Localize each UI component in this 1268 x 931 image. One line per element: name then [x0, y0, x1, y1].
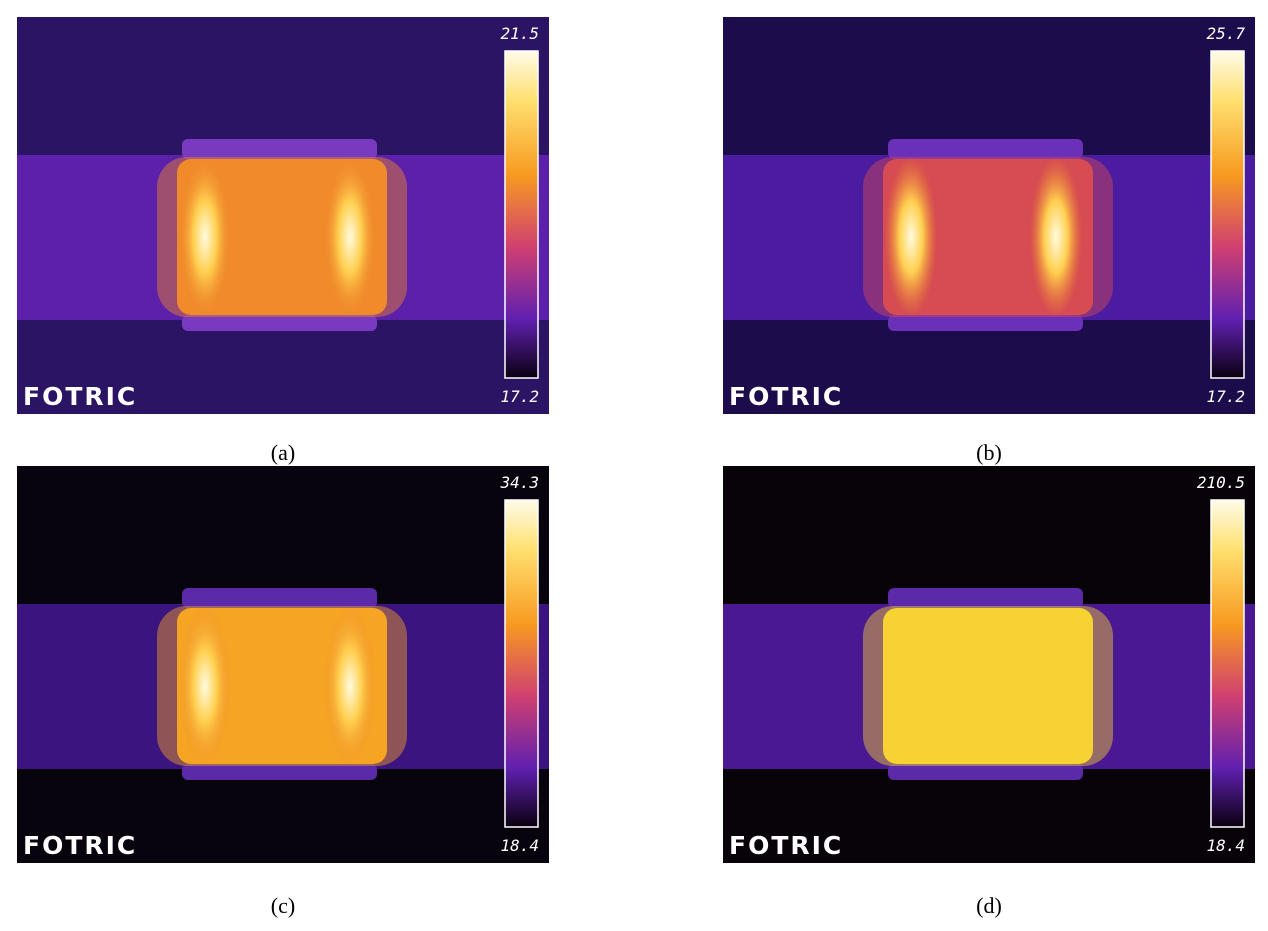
scale-max: 21.5	[500, 24, 539, 43]
scale-min: 18.4	[500, 836, 539, 855]
heated-zone	[883, 608, 1093, 764]
scale-max: 210.5	[1197, 473, 1245, 492]
coil-top	[182, 588, 377, 608]
coil-bottom	[182, 764, 377, 780]
hot-stripe	[324, 606, 376, 766]
panel-caption: (b)	[976, 440, 1002, 465]
hot-stripe	[885, 157, 937, 317]
coil-bottom	[888, 315, 1083, 331]
thermal-panel: 210.5 18.4 FOTRIC	[723, 466, 1255, 863]
hot-stripe	[324, 157, 376, 317]
scale-max: 34.3	[499, 473, 539, 492]
brand-logo: FOTRIC	[23, 831, 137, 860]
scale-max: 25.7	[1206, 24, 1245, 43]
hot-stripe	[1030, 157, 1082, 317]
brand-logo: FOTRIC	[729, 831, 843, 860]
panel-caption: (a)	[271, 440, 295, 465]
coil-bottom	[888, 764, 1083, 780]
color-scale	[1210, 499, 1245, 828]
scale-min: 17.2	[500, 387, 539, 406]
brand-logo: FOTRIC	[729, 382, 843, 411]
thermal-panel: 34.3 18.4 FOTRIC	[17, 466, 549, 863]
color-scale	[504, 499, 539, 828]
panel-caption: (d)	[976, 893, 1002, 918]
coil-top	[182, 139, 377, 159]
coil-top	[888, 588, 1083, 608]
coil-top	[888, 139, 1083, 159]
panel-caption: (c)	[271, 893, 295, 918]
color-scale	[504, 50, 539, 379]
scale-min: 18.4	[1206, 836, 1245, 855]
scale-min: 17.2	[1206, 387, 1245, 406]
hot-stripe	[179, 157, 231, 317]
brand-logo: FOTRIC	[23, 382, 137, 411]
thermal-panel: 21.5 17.2 FOTRIC	[17, 17, 549, 414]
coil-bottom	[182, 315, 377, 331]
hot-stripe	[179, 606, 231, 766]
color-scale	[1210, 50, 1245, 379]
thermal-panel: 25.7 17.2 FOTRIC	[723, 17, 1255, 414]
